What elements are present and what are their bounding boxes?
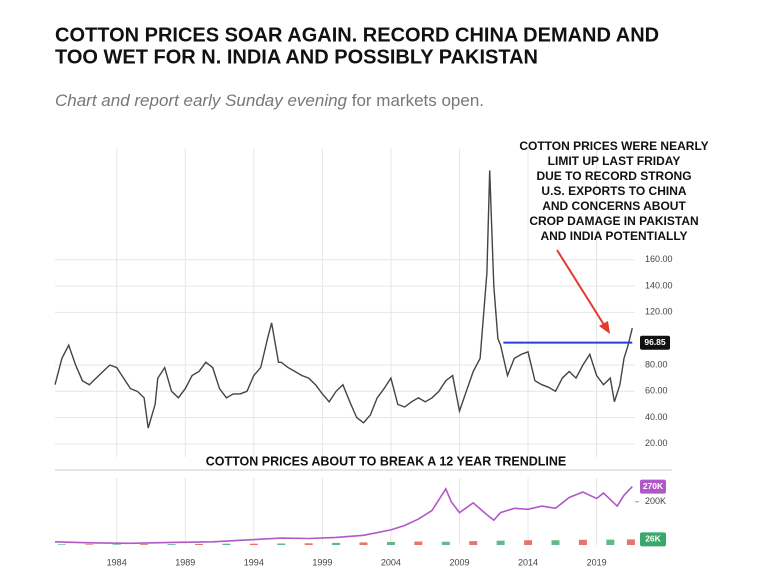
x-tick-label: 1984 bbox=[107, 557, 127, 567]
volume-bar bbox=[85, 544, 94, 545]
x-tick-label: 2014 bbox=[518, 557, 538, 567]
subtitle-italic: Chart and report early Sunday evening bbox=[55, 91, 348, 110]
y-tick-label: 40.00 bbox=[645, 412, 668, 422]
price-badge bbox=[640, 335, 670, 350]
badge bbox=[640, 479, 666, 494]
price-line bbox=[54, 170, 633, 429]
volume-bar bbox=[551, 540, 560, 545]
annotation-line: LIMIT UP LAST FRIDAY bbox=[548, 154, 681, 168]
volume-bar bbox=[140, 544, 149, 545]
volume-bar bbox=[626, 539, 635, 545]
title-line: COTTON PRICES SOAR AGAIN. RECORD CHINA D… bbox=[55, 24, 659, 46]
volume-bar bbox=[441, 541, 450, 545]
volume-bar bbox=[167, 544, 176, 545]
arrow bbox=[556, 249, 607, 329]
volume-bar bbox=[249, 543, 258, 545]
subtitle: Chart and report early Sunday evening fo… bbox=[55, 91, 484, 110]
volume-bar bbox=[386, 541, 395, 545]
volume-bar bbox=[112, 544, 121, 545]
y-tick-label: 140.00 bbox=[645, 280, 673, 290]
volume-bar bbox=[524, 540, 533, 545]
x-tick-label: 1989 bbox=[175, 557, 195, 567]
price-badge-label: 96.85 bbox=[644, 337, 666, 347]
badge-label: 26K bbox=[645, 534, 661, 544]
volume-bar bbox=[496, 540, 505, 545]
subtitle-rest: for markets open. bbox=[347, 91, 484, 110]
y-tick-label: 60.00 bbox=[645, 386, 668, 396]
panel-caption: COTTON PRICES ABOUT TO BREAK A 12 YEAR T… bbox=[206, 454, 566, 468]
volume-bar bbox=[57, 544, 66, 545]
x-tick-label: 2009 bbox=[449, 557, 469, 567]
volume-bar bbox=[606, 539, 615, 545]
badge-label: 270K bbox=[643, 481, 664, 491]
volume-bar bbox=[414, 541, 423, 545]
arrow-head bbox=[599, 321, 610, 334]
volume-bar bbox=[194, 543, 203, 545]
x-tick-label: 2019 bbox=[587, 557, 607, 567]
annotation-line: U.S. EXPORTS TO CHINA bbox=[541, 184, 686, 198]
y-tick-label: 80.00 bbox=[645, 359, 668, 369]
y-tick-label: 20.00 bbox=[645, 438, 668, 448]
volume-bar bbox=[359, 542, 368, 545]
volume-bar bbox=[277, 543, 286, 545]
x-tick-label: 1999 bbox=[312, 557, 332, 567]
x-tick-label: 1994 bbox=[244, 557, 264, 567]
x-tick-label: 2004 bbox=[381, 557, 401, 567]
oi-line bbox=[54, 486, 633, 545]
annotation-line: DUE TO RECORD STRONG bbox=[536, 169, 691, 183]
volume-bar bbox=[578, 539, 587, 545]
plot-area: 1984 1989 1994 1999 2004 2009 2014 2019 20.00 40.… bbox=[54, 139, 709, 567]
annotation-line: AND INDIA POTENTIALLY bbox=[540, 229, 687, 243]
annotation-line: AND CONCERNS ABOUT bbox=[542, 199, 686, 213]
annotation-line: CROP DAMAGE IN PAKISTAN bbox=[529, 214, 698, 228]
volume-bar bbox=[469, 541, 478, 545]
title-line: TOO WET FOR N. INDIA AND POSSIBLY PAKIST… bbox=[55, 46, 538, 68]
y-tick-label: 120.00 bbox=[645, 307, 673, 317]
y-tick-label: 200K bbox=[645, 496, 666, 506]
badge bbox=[640, 532, 666, 547]
y-tick-label: 160.00 bbox=[645, 254, 673, 264]
volume-bar bbox=[332, 542, 341, 545]
volume-bar bbox=[304, 543, 313, 545]
annotation-line: COTTON PRICES WERE NEARLY bbox=[519, 139, 708, 153]
volume-bar bbox=[222, 543, 231, 545]
